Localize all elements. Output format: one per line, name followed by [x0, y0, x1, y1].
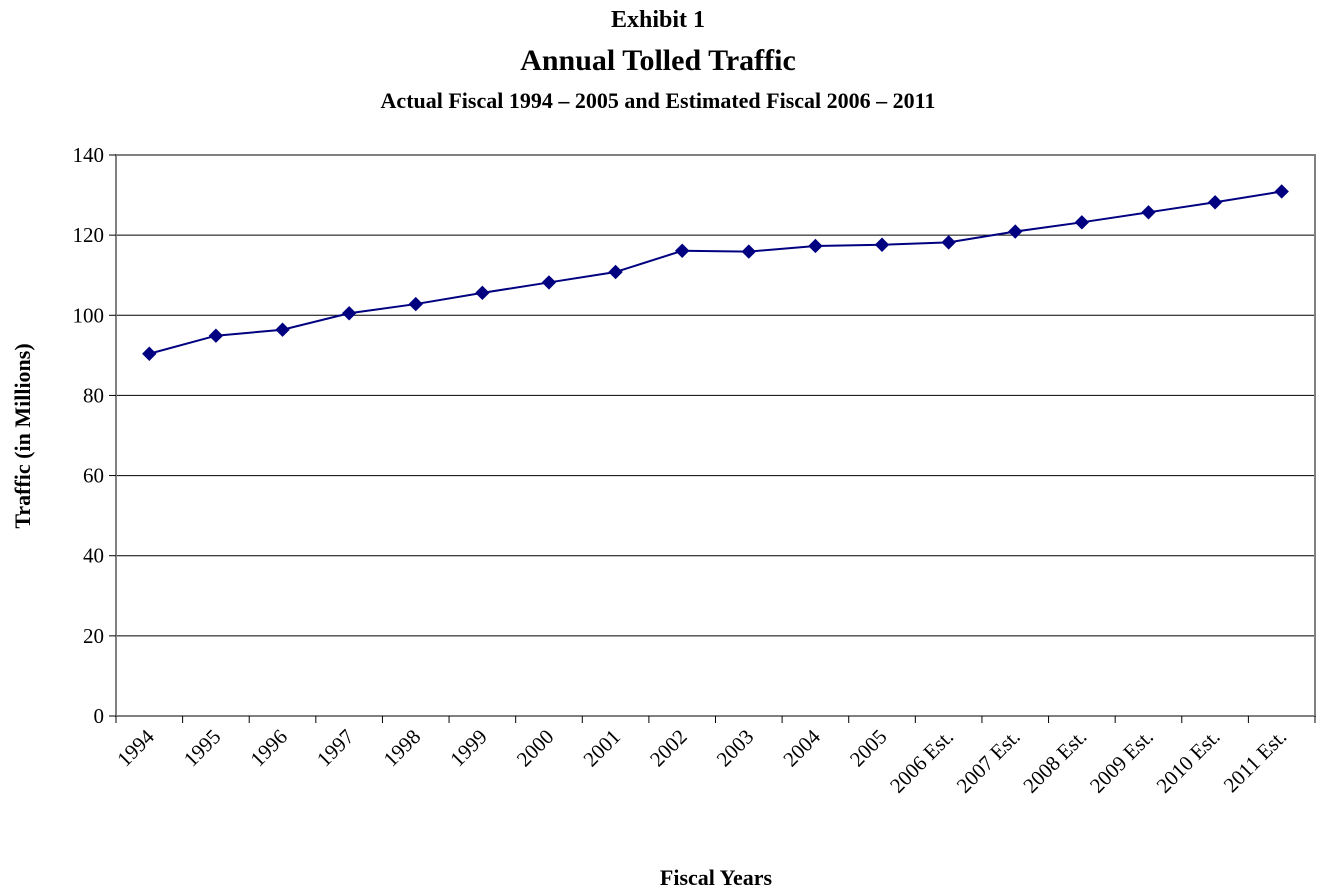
data-point-marker	[1141, 205, 1156, 220]
x-tick-label: 2005	[845, 725, 892, 772]
data-point-marker	[208, 328, 224, 343]
y-tick-label: 140	[73, 143, 105, 167]
y-tick-label: 0	[94, 704, 105, 728]
x-axis-title: Fiscal Years	[660, 865, 773, 890]
chart-exhibit-label: Exhibit 1	[611, 7, 705, 33]
series-layer	[142, 184, 1289, 361]
y-tick-label: 60	[83, 464, 104, 488]
x-tick-label: 2007 Est.	[952, 725, 1025, 798]
data-point-marker	[741, 244, 757, 259]
data-point-marker	[142, 346, 157, 361]
x-tick-label: 2011 Est.	[1219, 725, 1292, 798]
x-tick-label: 2009 Est.	[1085, 725, 1158, 798]
x-tick-label: 1999	[445, 725, 492, 772]
x-tick-label: 1998	[379, 725, 426, 772]
x-tick-label: 2002	[645, 725, 692, 772]
data-point-marker	[408, 296, 423, 312]
x-tick-label: 1994	[112, 724, 159, 771]
y-tick-label: 40	[83, 544, 104, 568]
x-tick-label: 2008 Est.	[1018, 725, 1091, 798]
x-tick-label: 2004	[778, 724, 825, 771]
y-tick-label: 80	[83, 383, 104, 407]
data-point-marker	[941, 235, 956, 250]
data-point-marker	[808, 238, 823, 254]
y-axis: 0 20 40 60 80 100 120 140	[73, 143, 116, 728]
chart-title: Annual Tolled Traffic	[520, 44, 796, 77]
data-point-marker	[475, 285, 490, 301]
x-tick-label: 2000	[512, 725, 559, 772]
data-point-marker	[1274, 184, 1289, 199]
y-tick-label: 20	[83, 624, 104, 648]
x-axis: 1994 1995 1996 1997 1998 1999 2000 2001 2002 2003…	[112, 716, 1316, 798]
series-line	[149, 190, 1282, 355]
gridlines	[116, 234, 1315, 637]
chart-subtitle: Actual Fiscal 1994 – 2005 and Estimated …	[381, 88, 936, 113]
data-point-marker	[275, 322, 290, 337]
data-point-marker	[1008, 224, 1023, 239]
x-tick-label: 2001	[578, 725, 625, 772]
x-tick-label: 2010 Est.	[1152, 725, 1225, 798]
data-point-marker	[541, 275, 557, 290]
data-point-marker	[874, 237, 890, 252]
data-point-marker	[1207, 195, 1223, 210]
plot-area-frame	[115, 154, 1316, 717]
x-tick-label: 2003	[712, 725, 759, 772]
data-point-marker	[674, 243, 690, 258]
y-tick-label: 120	[73, 223, 105, 247]
x-tick-label: 1996	[245, 725, 292, 772]
data-point-marker	[608, 264, 623, 280]
y-axis-title: Traffic (in Millions)	[10, 343, 35, 528]
x-tick-label: 1997	[312, 725, 359, 772]
y-tick-label: 100	[73, 303, 105, 327]
data-point-marker	[341, 306, 357, 321]
x-tick-label: 1995	[179, 725, 226, 772]
data-point-marker	[1074, 215, 1090, 230]
x-tick-label: 2006 Est.	[885, 725, 958, 798]
